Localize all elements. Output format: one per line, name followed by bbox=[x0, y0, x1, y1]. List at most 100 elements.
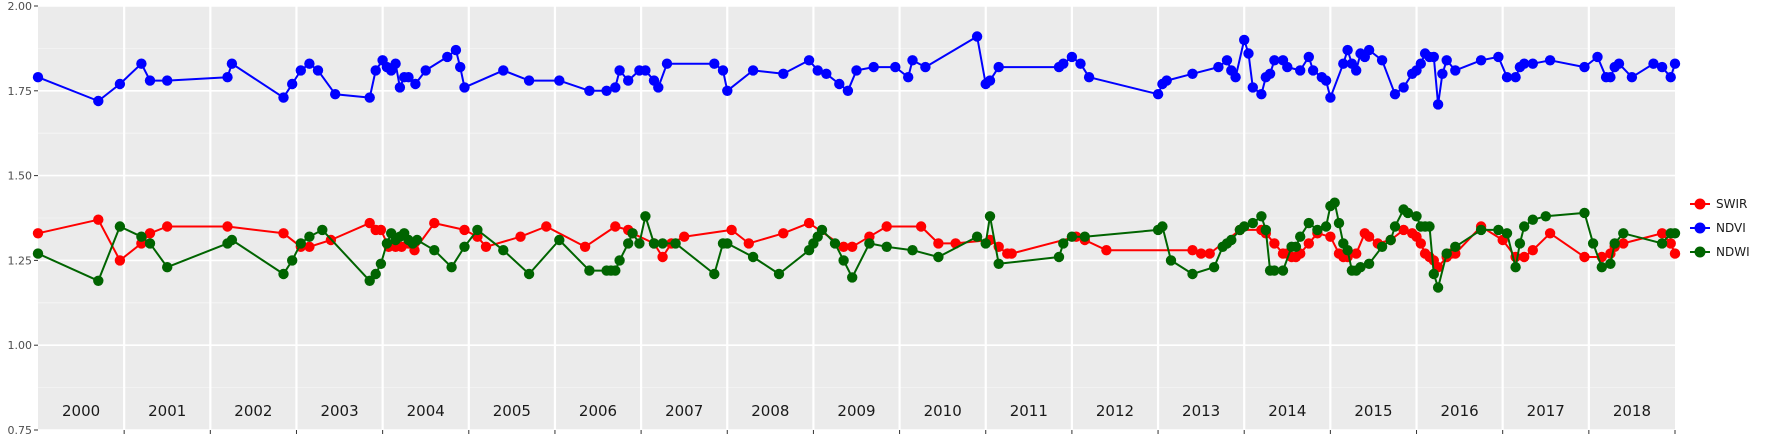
data-point-ndvi bbox=[993, 61, 1004, 73]
data-point-swir bbox=[778, 228, 789, 239]
data-point-swir bbox=[803, 217, 815, 229]
data-point-ndvi bbox=[722, 85, 733, 97]
y-tick-label: 0.75 bbox=[8, 424, 33, 437]
data-point-ndvi bbox=[610, 82, 621, 93]
data-point-swir bbox=[1363, 231, 1375, 242]
data-point-swir bbox=[933, 238, 944, 249]
data-point-swir bbox=[144, 228, 156, 239]
data-point-ndvi bbox=[1187, 68, 1198, 80]
data-point-swir bbox=[657, 251, 668, 263]
data-point-ndwi bbox=[1411, 211, 1422, 222]
data-point-ndwi bbox=[114, 221, 126, 232]
data-point-ndvi bbox=[1613, 58, 1625, 69]
data-point-swir bbox=[375, 224, 387, 236]
data-point-swir bbox=[162, 221, 173, 232]
data-point-swir bbox=[1006, 248, 1017, 259]
data-point-ndvi bbox=[1475, 55, 1487, 66]
data-point-ndwi bbox=[838, 255, 849, 266]
data-point-swir bbox=[1544, 228, 1556, 239]
data-point-ndvi bbox=[1213, 61, 1224, 73]
data-point-ndvi bbox=[1493, 51, 1504, 63]
data-point-ndwi bbox=[971, 231, 983, 242]
data-point-ndvi bbox=[370, 65, 381, 76]
data-point-ndvi bbox=[1230, 72, 1241, 83]
data-point-ndvi bbox=[971, 31, 983, 42]
data-point-ndvi bbox=[803, 55, 815, 66]
data-point-ndwi bbox=[162, 262, 173, 273]
data-point-swir bbox=[1325, 231, 1336, 242]
data-point-ndwi bbox=[1342, 245, 1353, 256]
data-point-ndvi bbox=[907, 55, 918, 66]
data-point-ndvi bbox=[226, 58, 238, 69]
y-tick-label: 1.75 bbox=[8, 85, 33, 98]
data-point-swir bbox=[1398, 224, 1409, 236]
data-point-ndwi bbox=[1587, 238, 1599, 249]
data-point-ndvi bbox=[364, 92, 375, 103]
data-point-swir bbox=[1618, 238, 1629, 249]
data-point-ndvi bbox=[459, 82, 470, 93]
data-point-ndvi bbox=[1648, 58, 1659, 69]
data-point-ndvi bbox=[450, 44, 462, 56]
data-point-ndvi bbox=[1501, 72, 1513, 83]
data-point-ndvi bbox=[144, 75, 156, 86]
data-point-ndwi bbox=[1389, 221, 1401, 232]
data-point-ndwi bbox=[634, 238, 645, 249]
data-point-ndwi bbox=[1157, 221, 1168, 232]
data-point-ndwi bbox=[627, 228, 638, 239]
data-point-ndwi bbox=[881, 241, 892, 252]
data-point-ndwi bbox=[847, 272, 858, 283]
data-point-ndwi bbox=[304, 231, 315, 242]
data-point-ndvi bbox=[851, 65, 862, 76]
year-label: 2015 bbox=[1354, 402, 1392, 420]
data-point-swir bbox=[1187, 245, 1198, 256]
data-point-ndwi bbox=[907, 245, 918, 256]
data-point-ndvi bbox=[984, 75, 996, 86]
legend-key-point bbox=[1694, 246, 1706, 258]
legend-label-ndwi: NDWI bbox=[1716, 245, 1750, 259]
data-point-ndwi bbox=[364, 275, 375, 286]
data-point-ndwi bbox=[144, 238, 156, 249]
year-label: 2002 bbox=[234, 402, 272, 420]
data-point-swir bbox=[1204, 248, 1215, 259]
year-label: 2009 bbox=[837, 402, 875, 420]
data-point-swir bbox=[1579, 251, 1590, 263]
data-point-swir bbox=[1303, 238, 1315, 249]
data-point-ndwi bbox=[1609, 238, 1620, 249]
year-label: 2010 bbox=[924, 402, 962, 420]
data-point-ndwi bbox=[1656, 238, 1668, 249]
data-point-ndwi bbox=[1066, 231, 1078, 242]
data-point-ndwi bbox=[370, 268, 381, 280]
data-point-ndwi bbox=[1187, 268, 1198, 280]
year-label: 2001 bbox=[148, 402, 186, 420]
data-point-ndvi bbox=[394, 82, 406, 93]
data-point-swir bbox=[726, 224, 737, 236]
year-label: 2018 bbox=[1613, 402, 1651, 420]
data-point-ndvi bbox=[1295, 65, 1306, 76]
data-point-ndwi bbox=[381, 238, 393, 249]
data-point-ndvi bbox=[1605, 72, 1616, 83]
data-point-ndvi bbox=[1626, 72, 1638, 83]
data-point-ndwi bbox=[136, 231, 147, 242]
data-point-ndvi bbox=[1363, 44, 1375, 56]
data-point-ndwi bbox=[1376, 241, 1388, 252]
data-point-swir bbox=[1669, 248, 1681, 259]
data-point-ndvi bbox=[1441, 55, 1452, 66]
data-point-ndwi bbox=[411, 234, 423, 246]
data-point-ndvi bbox=[1320, 75, 1332, 86]
data-point-ndvi bbox=[1338, 58, 1349, 69]
data-point-ndvi bbox=[1239, 34, 1250, 46]
year-label: 2006 bbox=[579, 402, 617, 420]
data-point-ndwi bbox=[1428, 268, 1440, 280]
data-point-ndvi bbox=[614, 65, 625, 76]
data-point-ndwi bbox=[93, 275, 104, 286]
legend-label-swir: SWIR bbox=[1716, 197, 1747, 211]
data-point-ndwi bbox=[1269, 265, 1280, 276]
data-point-ndvi bbox=[410, 78, 421, 90]
data-point-ndwi bbox=[1355, 262, 1366, 273]
data-point-ndwi bbox=[1618, 228, 1629, 239]
data-point-ndwi bbox=[1605, 258, 1616, 269]
data-point-ndwi bbox=[1277, 265, 1289, 276]
data-point-ndvi bbox=[890, 61, 901, 73]
data-point-ndvi bbox=[278, 92, 289, 103]
data-point-ndwi bbox=[670, 238, 681, 249]
